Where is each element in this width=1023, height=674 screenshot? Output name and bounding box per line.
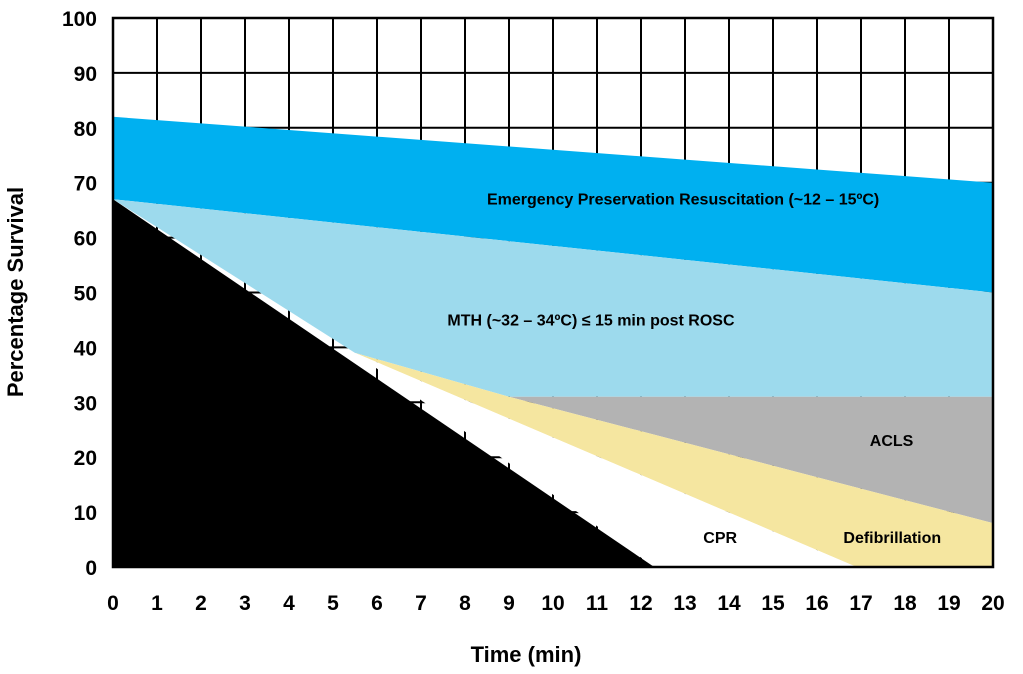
y-tick-label-7: 70: [74, 173, 97, 196]
x-tick-label-10: 10: [541, 592, 564, 615]
band-defibrillation: [355, 352, 993, 567]
y-tick-label-5: 50: [74, 283, 97, 306]
y-tick-label-10: 100: [62, 8, 97, 31]
y-tick-label-1: 10: [74, 502, 97, 525]
x-tick-label-7: 7: [415, 592, 427, 615]
y-tick-label-8: 80: [74, 118, 97, 141]
x-tick-label-14: 14: [717, 592, 741, 615]
band-baseline: [113, 199, 655, 567]
x-tick-label-17: 17: [849, 592, 872, 615]
x-tick-label-13: 13: [673, 592, 696, 615]
x-tick-label-2: 2: [195, 592, 207, 615]
x-tick-label-8: 8: [459, 592, 471, 615]
band-mth-32-34-c-15-min-post-rosc: [113, 199, 993, 397]
x-axis-label: Time (min): [471, 642, 582, 667]
band-label-cpr: CPR: [703, 530, 737, 547]
x-tick-label-9: 9: [503, 592, 515, 615]
x-tick-label-0: 0: [107, 592, 119, 615]
x-tick-label-4: 4: [283, 592, 295, 615]
y-tick-label-3: 30: [74, 392, 97, 415]
x-tick-label-1: 1: [151, 592, 163, 615]
y-tick-label-0: 0: [85, 557, 97, 580]
band-cpr: [355, 352, 857, 567]
y-tick-label-6: 60: [74, 228, 97, 251]
band-label-mth-32-34-c-15-min-post-rosc: MTH (~32 – 34ºC) ≤ 15 min post ROSC: [447, 312, 735, 329]
x-tick-label-20: 20: [981, 592, 1004, 615]
band-label-emergency-preservation-resuscitation-12-: Emergency Preservation Resuscitation (~1…: [487, 192, 879, 209]
x-tick-label-15: 15: [761, 592, 785, 615]
y-tick-label-4: 40: [74, 337, 97, 360]
y-tick-label-2: 20: [74, 447, 97, 470]
plot-frame: [111, 16, 995, 569]
survival-bands: [113, 116, 993, 567]
x-tick-label-12: 12: [629, 592, 652, 615]
x-tick-label-11: 11: [586, 592, 609, 615]
band-label-acls: ACLS: [870, 433, 914, 450]
x-tick-label-16: 16: [805, 592, 828, 615]
y-axis-label: Percentage Survival: [3, 187, 28, 397]
y-tick-label-9: 90: [74, 63, 97, 86]
x-tick-label-5: 5: [327, 592, 339, 615]
x-tick-label-19: 19: [937, 592, 960, 615]
x-tick-label-6: 6: [371, 592, 383, 615]
band-label-defibrillation: Defibrillation: [843, 530, 941, 547]
axis-ticks: 0 1 2 3 4 5 6 7 8 9 10 11 12 13 14 15 16 17 18 19 2001020304…: [62, 8, 1005, 615]
band-labels: Emergency Preservation Resuscitation (~1…: [447, 192, 941, 547]
band-emergency-preservation-resuscitation-12-: [113, 116, 993, 293]
x-tick-label-3: 3: [239, 592, 251, 615]
x-tick-label-18: 18: [893, 592, 917, 615]
